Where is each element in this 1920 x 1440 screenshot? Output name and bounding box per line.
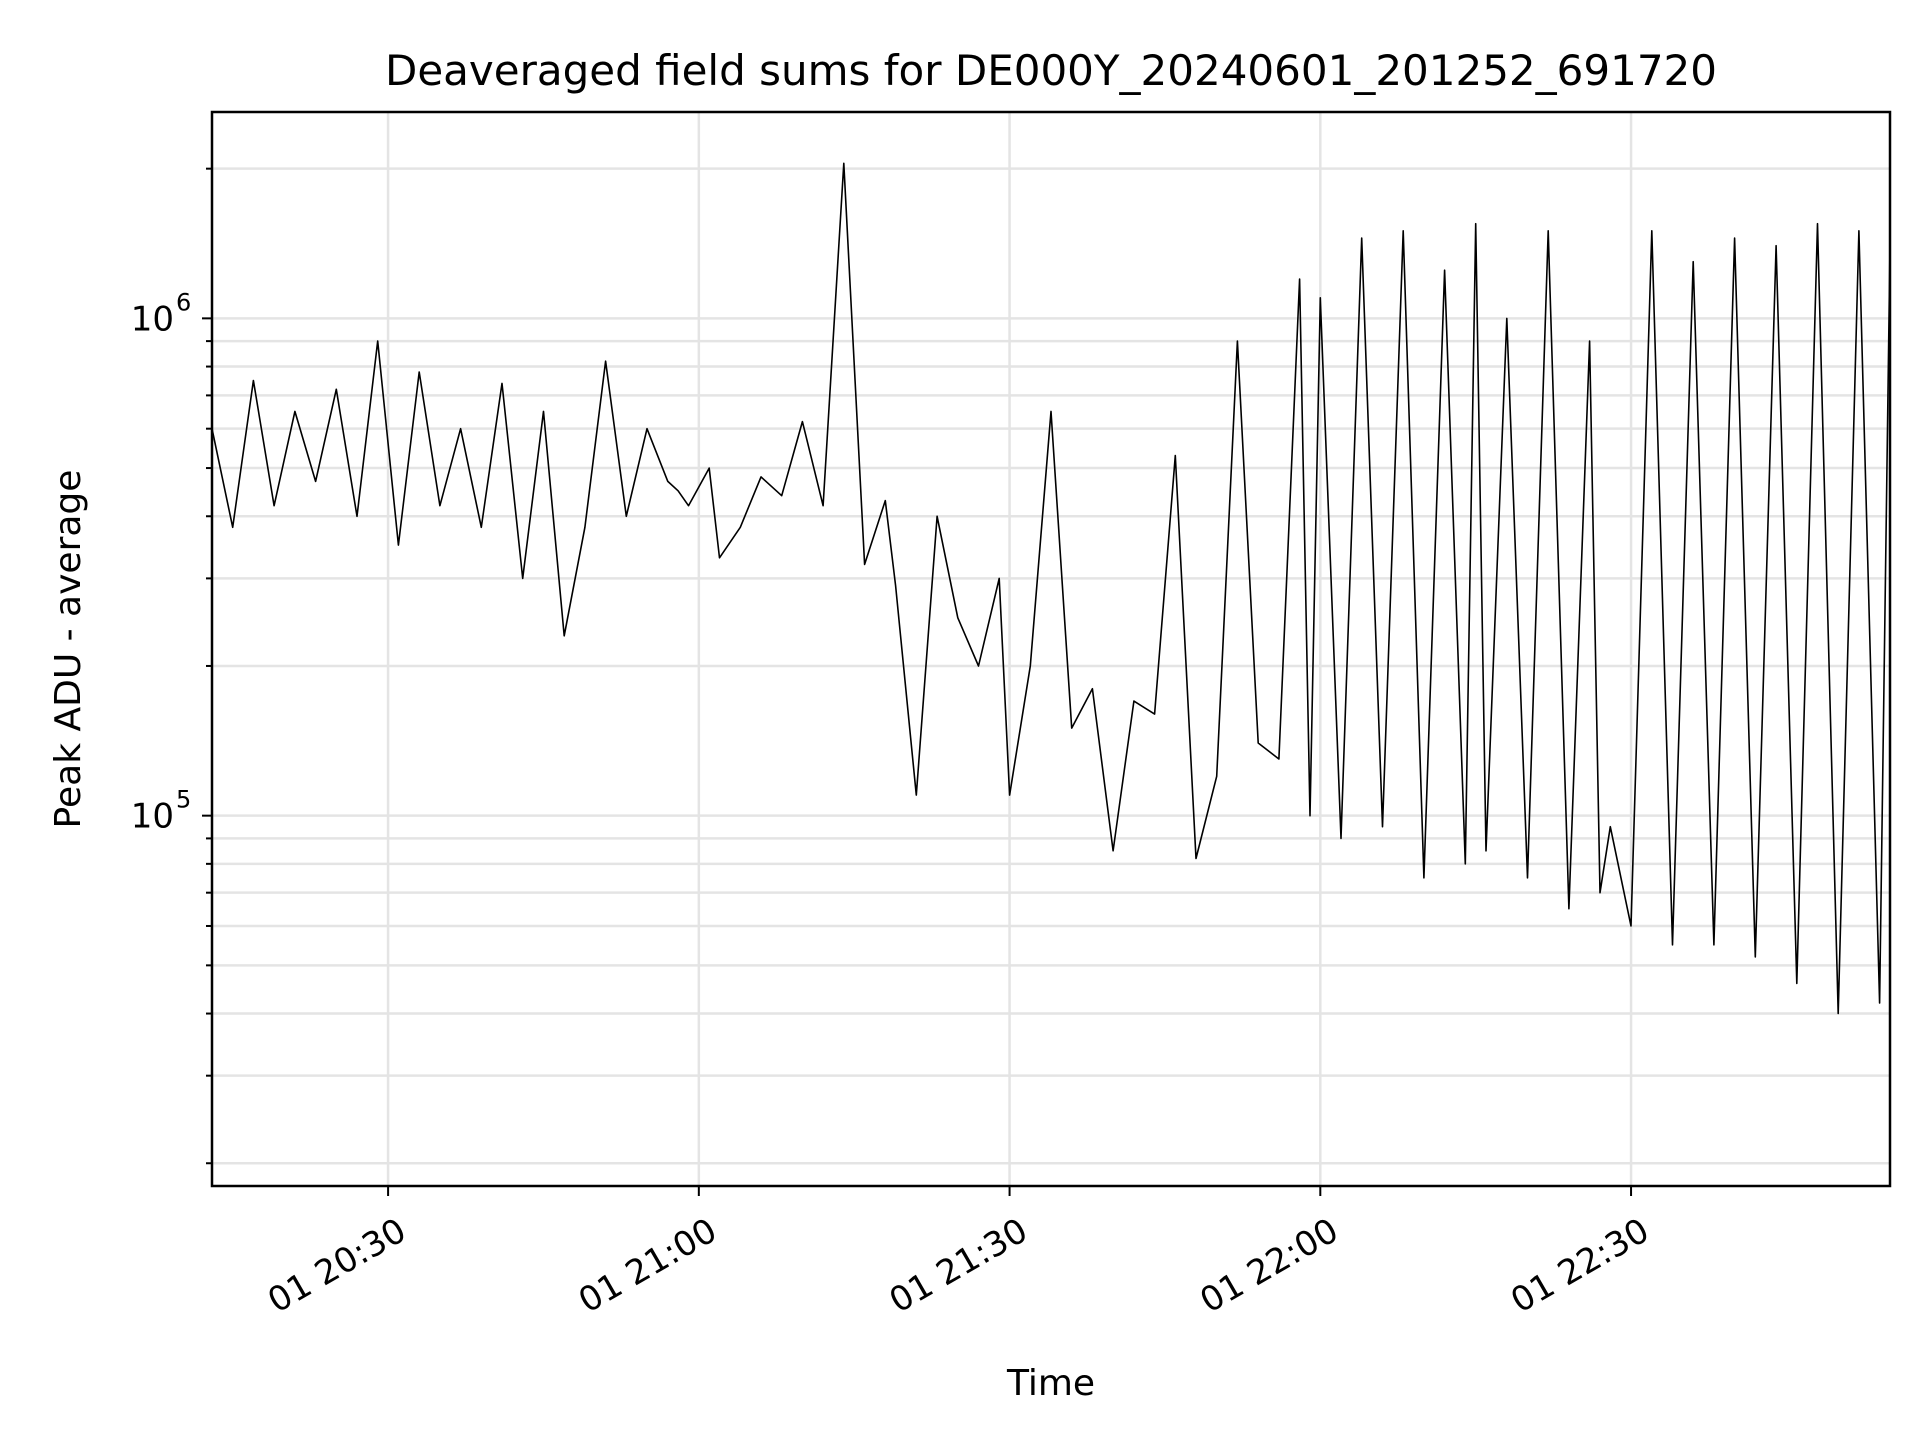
grid-layer	[212, 112, 1890, 1186]
x-axis-label: Time	[1006, 1363, 1095, 1404]
y-axis-label: Peak ADU - average	[48, 470, 89, 829]
series-layer	[211, 162, 1891, 1015]
y-tick-label: 10	[131, 797, 174, 837]
axes-frame	[210, 110, 1892, 1188]
series-line	[211, 162, 1891, 1015]
y-tick-label: 10	[131, 299, 174, 339]
y-tick-label-exponent: 6	[176, 288, 191, 316]
y-tick-label-exponent: 5	[176, 786, 191, 814]
chart-title: Deaveraged field sums for DE000Y_2024060…	[385, 46, 1717, 95]
